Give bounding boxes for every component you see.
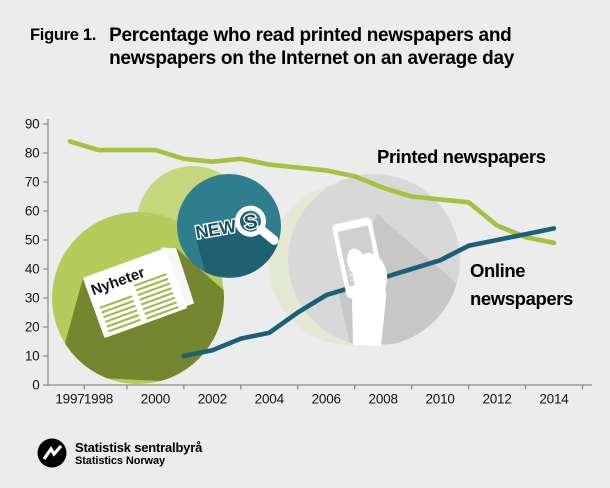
footer-branding: Statistisk sentralbyrå Statistics Norway — [37, 438, 202, 468]
y-tick-label: 70 — [25, 175, 40, 190]
x-tick-label: 2006 — [312, 392, 341, 407]
y-tick-label: 10 — [25, 349, 40, 364]
newspaper-text-lines — [99, 273, 179, 333]
x-tick-label: 1998 — [84, 392, 113, 407]
y-tick-label: 60 — [25, 204, 40, 219]
online-newspapers-label-line2: newspapers — [470, 288, 573, 309]
ssb-logo-icon — [37, 438, 67, 468]
y-tick-label: 50 — [25, 233, 40, 248]
printed-newspapers-label: Printed newspapers — [377, 146, 546, 167]
page-title: Percentage who read printed newspapers a… — [109, 24, 514, 70]
x-tick-label: 2014 — [539, 392, 569, 407]
x-tick-label: 2012 — [482, 392, 511, 407]
y-tick-label: 30 — [25, 291, 40, 306]
x-tick-label: 2010 — [426, 392, 455, 407]
magnifier-lens-icon — [234, 205, 266, 237]
magnifier-handle — [256, 224, 279, 245]
y-tick-label: 90 — [25, 117, 40, 132]
x-tick-label: 1997 — [55, 392, 84, 407]
printed-newspapers-line — [67, 139, 557, 246]
figure-header: Figure 1. Percentage who read printed ne… — [30, 24, 514, 70]
x-tick-label: 2004 — [255, 392, 285, 407]
phone-hand-illustration — [332, 217, 388, 346]
org-name: Statistisk sentralbyrå — [75, 439, 203, 455]
figure-label: Figure 1. — [30, 26, 97, 44]
y-tick-label: 20 — [25, 320, 40, 335]
online-newspapers-label-line1: Online — [470, 260, 525, 281]
y-tick-label: 80 — [25, 146, 40, 161]
org-name-english: Statistics Norway — [75, 454, 166, 467]
footer-text: Statistisk sentralbyrå Statistics Norway — [75, 440, 202, 467]
page-title-line1: Percentage who read printed newspapers a… — [109, 25, 512, 46]
newspaper-illustration: Nyheter — [83, 247, 195, 338]
page-title-line2: newspapers on the Internet on an average… — [109, 48, 514, 69]
hand-wrist — [352, 280, 387, 346]
y-tick-label: 40 — [25, 262, 40, 277]
x-tick-label: 2008 — [369, 392, 398, 407]
y-tick-label: 0 — [32, 378, 39, 393]
newspaper-circle-group: Nyheter — [52, 212, 224, 384]
x-tick-label: 2002 — [198, 392, 227, 407]
news-lens-letter: S — [242, 211, 259, 235]
axis-ticks-and-labels: 0 10 20 30 40 50 60 70 80 90 1997 1998 2000 2002 2004 2… — [25, 117, 584, 407]
x-tick-label: 2000 — [141, 392, 170, 407]
news-circle-group: NEW S — [177, 174, 281, 278]
